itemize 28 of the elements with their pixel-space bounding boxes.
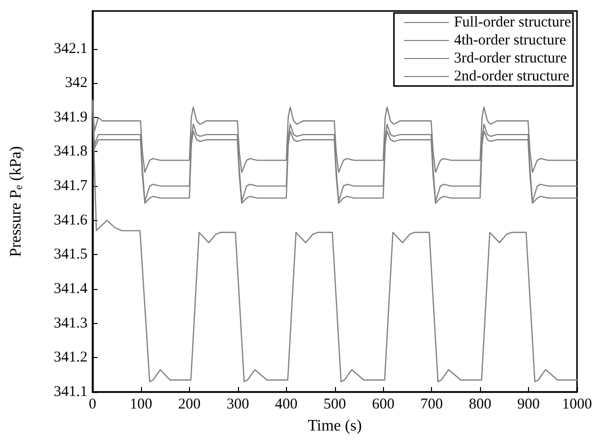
- x-tick-label: 1000: [562, 396, 592, 412]
- x-tick-label: 400: [275, 396, 298, 412]
- x-tick-label: 200: [178, 396, 201, 412]
- y-tick-label: 341.5: [54, 246, 88, 263]
- y-tick-label: 341.1: [54, 384, 88, 400]
- y-tick-label: 341.9: [54, 109, 88, 126]
- y-tick-label: 341.4: [54, 281, 88, 298]
- y-tick-label: 341.3: [54, 315, 88, 332]
- legend-label: 3rd-order structure: [454, 50, 568, 66]
- x-tick-label: 500: [324, 396, 346, 412]
- y-axis-title: Pressure Pe (kPa): [8, 146, 25, 257]
- y-tick-label: 341.6: [54, 212, 88, 228]
- y-tick-label: 342: [65, 75, 88, 92]
- legend-label: 4th-order structure: [454, 32, 566, 48]
- legend-label: Full-order structure: [454, 14, 572, 30]
- x-tick-label: 600: [372, 396, 394, 412]
- x-tick-label: 700: [420, 396, 443, 412]
- legend-label: 2nd-order structure: [454, 68, 570, 84]
- y-tick-label: 341.2: [54, 350, 88, 366]
- x-tick-label: 900: [517, 396, 540, 412]
- x-tick-label: 800: [468, 396, 492, 412]
- y-tick-label: 341.7: [54, 178, 88, 194]
- y-tick-label: 341.8: [54, 144, 88, 160]
- x-axis-title: Time (s): [308, 418, 362, 434]
- y-tick-label: 342.1: [54, 40, 88, 57]
- x-tick-label: 300: [226, 396, 250, 412]
- x-tick-label: 100: [130, 396, 152, 412]
- x-tick-label: 0: [88, 396, 96, 412]
